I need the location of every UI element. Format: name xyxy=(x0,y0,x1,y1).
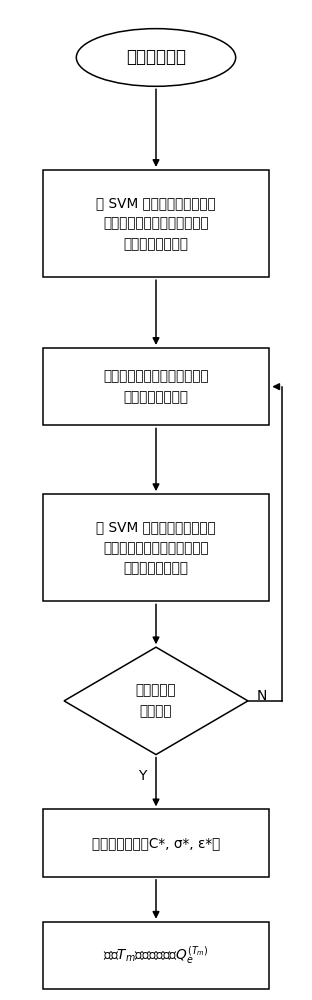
Text: 用 SVM 训练算法计算适应度
值，记录粒子个体历史最优值
和群体历史最优值: 用 SVM 训练算法计算适应度 值，记录粒子个体历史最优值 和群体历史最优值 xyxy=(96,520,216,575)
Text: 初始化粒子群: 初始化粒子群 xyxy=(126,48,186,66)
Text: 根据速度和位置更新方程、更
新粒子速度和位置: 根据速度和位置更新方程、更 新粒子速度和位置 xyxy=(103,369,209,404)
Text: Y: Y xyxy=(138,769,146,783)
Text: 是否满足终
止条件？: 是否满足终 止条件？ xyxy=(136,684,176,718)
FancyBboxPatch shape xyxy=(43,494,269,601)
Text: 得最优参数组（C*, σ*, ε*）: 得最优参数组（C*, σ*, ε*） xyxy=(92,836,220,850)
FancyBboxPatch shape xyxy=(43,348,269,425)
FancyBboxPatch shape xyxy=(43,922,269,989)
Text: N: N xyxy=(256,689,267,703)
Ellipse shape xyxy=(76,29,236,86)
FancyBboxPatch shape xyxy=(43,170,269,277)
FancyBboxPatch shape xyxy=(43,809,269,877)
Polygon shape xyxy=(64,647,248,755)
Text: 预测$T_m$时刻空调负荷$Q_e^{(T_m)}$: 预测$T_m$时刻空调负荷$Q_e^{(T_m)}$ xyxy=(103,945,209,966)
Text: 用 SVM 训练算法计算适应度
值，记录粒子个体历史最优值
和群体历史最优值: 用 SVM 训练算法计算适应度 值，记录粒子个体历史最优值 和群体历史最优值 xyxy=(96,196,216,251)
